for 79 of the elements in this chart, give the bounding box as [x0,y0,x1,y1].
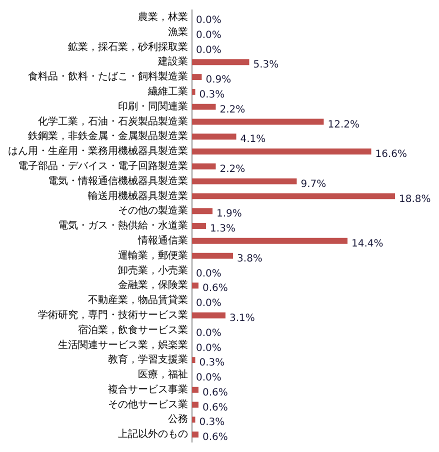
data-label: 1.9% [216,208,242,220]
bar [192,163,216,170]
bar [192,134,236,140]
data-label: 0.6% [202,387,228,398]
bar [192,59,250,66]
bar [192,432,198,438]
y-tick-label: 漁業 [168,26,188,38]
bar [192,208,213,214]
bar [192,282,198,289]
bar [192,223,206,229]
y-tick-label: 電子部品・デバイス・電子回路製造業 [18,160,188,172]
data-label: 0.6% [202,402,228,414]
y-tick-label: 宿泊業，飲食サービス業 [78,324,188,336]
data-label: 0.6% [202,432,228,444]
data-label: 0.6% [202,283,228,294]
y-tick-label: 繊維工業 [147,86,188,98]
y-tick-label: 電気・情報通信機械器具製造業 [48,174,188,187]
data-label: 18.8% [399,194,431,205]
bar [192,252,234,259]
y-tick-label: 化学工業，石油・石炭製品製造業 [38,115,188,128]
bar [192,178,297,184]
bar [192,386,198,393]
data-label: 3.1% [229,312,255,324]
bar [192,104,216,110]
y-tick-label: 教育，学習支援業 [108,354,188,366]
bar [192,193,395,200]
bar [192,238,348,244]
y-tick-label: 農業，林業 [138,11,188,24]
y-tick-label: 不動産業，物品賃貸業 [88,294,188,306]
y-tick-label: 食料品・飲料・たばこ・飼料製造業 [28,70,188,83]
y-tick-label: 電気・ガス・熱供給・水道業 [58,220,188,232]
bar [192,88,196,95]
data-label: 0.0% [196,328,222,339]
data-label: 2.2% [220,164,246,176]
y-tick-label: 金融業，保険業 [118,279,188,292]
y-tick-label: 医療，福祉 [138,368,188,381]
data-label: 9.7% [300,178,326,190]
y-tick-label: 鉄鋼業，非鉄金属・金属製品製造業 [28,130,188,142]
y-tick-label: 印刷・同関連業 [118,100,188,112]
data-label: 0.3% [199,358,225,369]
data-label: 0.0% [196,268,222,280]
data-label: 0.3% [199,90,225,101]
data-label: 0.0% [196,342,222,354]
y-tick-label: 生活関連サービス業，娯楽業 [58,338,188,351]
data-label: 0.0% [196,372,222,384]
y-tick-label: 公務 [168,413,188,426]
y-tick-label: 情報通信業 [137,234,188,246]
bar [192,148,372,154]
bar [192,74,202,80]
y-tick-label: 学術研究，専門・技術サービス業 [38,308,188,321]
data-label: 16.6% [375,149,408,160]
bar [192,357,196,364]
y-tick-label: 鉱業，採石業，砂利採取業 [68,40,188,53]
data-label: 0.0% [196,44,222,56]
data-label: 0.3% [199,417,225,428]
y-tick-label: はん用・生産用・業務用機械器具製造業 [8,145,188,158]
bar [192,416,196,423]
data-label: 1.3% [210,224,236,235]
y-tick-label: 輸送用機械器具製造業 [88,190,188,202]
data-label: 2.2% [220,104,246,116]
data-label: 0.0% [196,298,222,310]
data-label: 3.8% [237,253,262,264]
data-label: 0.9% [206,74,232,86]
y-tick-label: 運輸業，郵便業 [118,249,188,262]
data-label: 0.0% [196,30,222,41]
bar [192,402,198,408]
y-tick-label: 複合サービス事業 [108,383,188,396]
y-tick-label: 建設業 [157,56,188,68]
y-tick-label: 上記以外のもの [118,428,188,440]
data-label: 12.2% [328,119,360,130]
y-tick-label: その他サービス業 [108,398,188,410]
y-tick-label: その他の製造業 [118,204,188,217]
data-label: 5.3% [253,60,279,71]
bar [192,312,226,318]
bar [192,118,324,125]
data-label: 14.4% [351,238,384,250]
y-tick-label: 卸売業，小売業 [118,264,188,276]
data-label: 4.1% [240,134,266,146]
data-label: 0.0% [196,15,222,26]
